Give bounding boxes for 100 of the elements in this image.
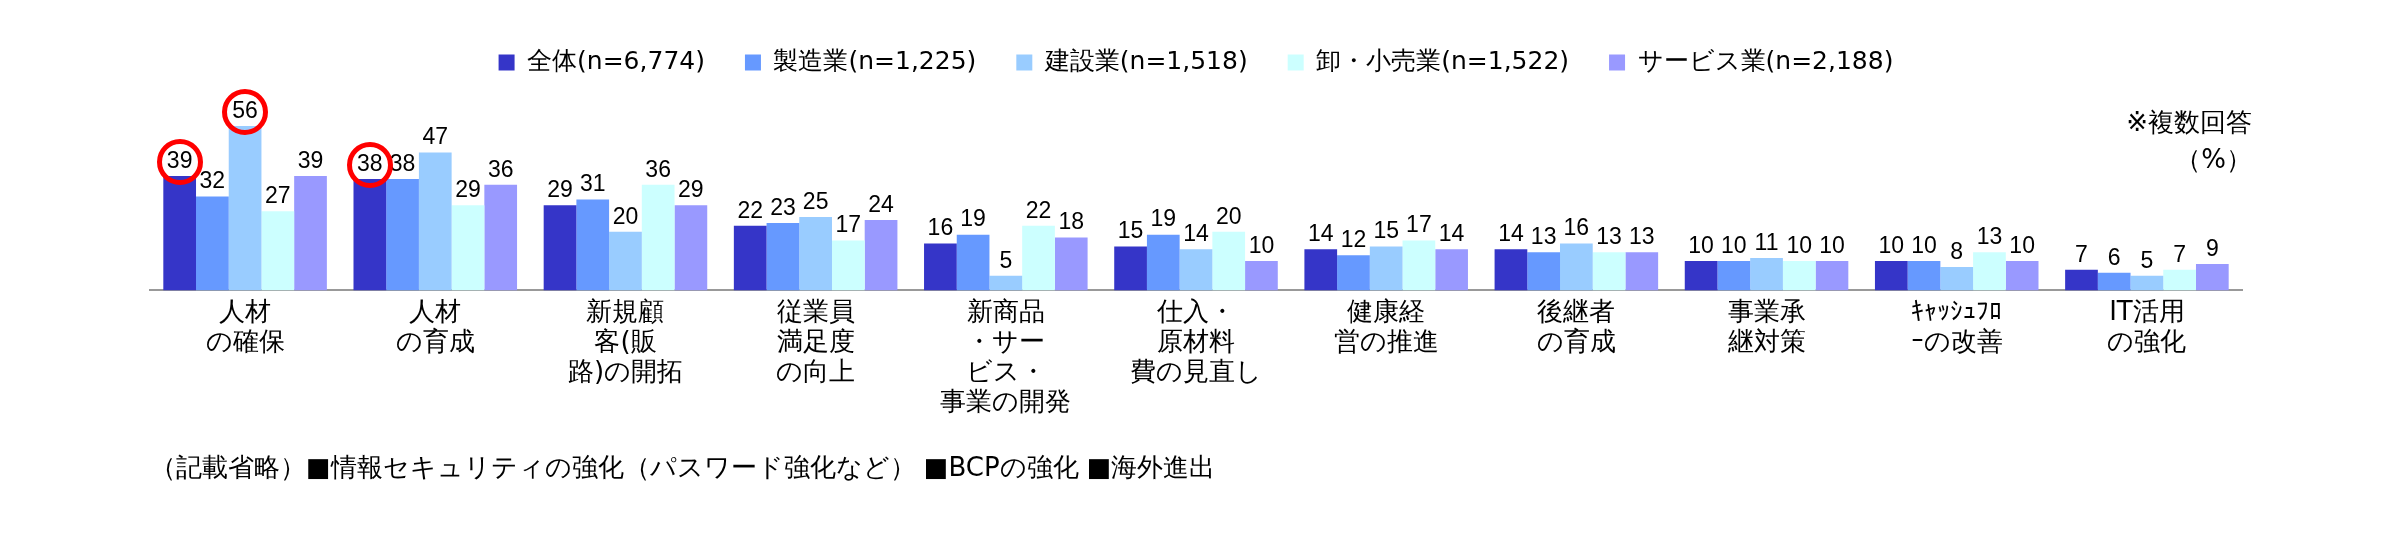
bar: [864, 219, 898, 291]
data-label: 14: [1307, 220, 1334, 247]
bar: [1494, 249, 1528, 291]
data-label: 36: [487, 155, 514, 182]
bar: [1940, 266, 1974, 291]
bar: [1402, 240, 1436, 291]
data-label: 36: [645, 155, 671, 182]
bar: [831, 240, 865, 291]
bar: [576, 199, 610, 291]
data-label: 14: [1183, 220, 1209, 247]
bar: [733, 225, 767, 291]
data-label: 7: [2173, 240, 2187, 267]
data-label: 12: [1340, 226, 1367, 253]
bar: [1560, 243, 1593, 291]
bar: [1369, 246, 1403, 291]
bar: [1815, 261, 1849, 291]
x-tick-label: IT活用の強化: [2107, 296, 2187, 356]
legend-label: 全体(n=6,774): [527, 46, 705, 75]
x-tick-label: 新商品・サービス・事業の開発: [940, 296, 1072, 416]
data-label: 20: [1215, 202, 1242, 229]
data-label: 27: [265, 182, 291, 209]
data-label: 29: [678, 176, 704, 203]
bar: [1874, 261, 1908, 291]
data-label: 15: [1373, 217, 1399, 244]
bar: [1973, 252, 2006, 291]
bar: [1435, 249, 1468, 291]
bar: [2195, 263, 2229, 291]
data-label: 9: [2205, 234, 2219, 261]
bar: [1907, 261, 1941, 291]
data-label: 10: [1819, 231, 1845, 258]
data-label: 17: [1406, 211, 1432, 238]
data-label: 10: [1688, 231, 1714, 258]
bar: [261, 211, 295, 291]
bar: [2065, 269, 2098, 291]
bar: [1592, 252, 1626, 291]
data-label: 10: [1911, 231, 1937, 258]
data-label: 10: [1786, 231, 1813, 258]
data-label: 19: [1150, 205, 1177, 232]
bar: [1782, 261, 1816, 291]
bar: [989, 275, 1023, 291]
data-label: 13: [1976, 223, 2003, 250]
data-label: 10: [1878, 231, 1905, 258]
bar: [294, 175, 327, 291]
bar: [1625, 252, 1659, 291]
data-label: 17: [835, 211, 862, 238]
bar: [543, 205, 577, 291]
data-label: 25: [802, 187, 829, 214]
data-label: 7: [2075, 240, 2088, 267]
data-label: 13: [1628, 223, 1655, 250]
data-label: 14: [1438, 220, 1465, 247]
data-label: 10: [1721, 231, 1747, 258]
data-label: 32: [199, 167, 226, 194]
bar: [1054, 237, 1088, 291]
data-label: 39: [166, 146, 193, 173]
data-label: 24: [868, 190, 895, 217]
bar: [1527, 252, 1561, 291]
bar: [1750, 258, 1783, 291]
x-tick-label: 人材の育成: [395, 296, 475, 356]
bar: [956, 234, 990, 291]
bar: [451, 205, 485, 291]
bar: [1684, 261, 1718, 291]
data-label: 38: [357, 149, 383, 176]
bar: [641, 184, 675, 291]
data-label: 20: [612, 202, 639, 229]
x-tick-label: ｷｬｯｼｭﾌﾛｰの改善: [1910, 296, 2003, 356]
bar: [1245, 261, 1278, 291]
data-label: 19: [960, 205, 986, 232]
data-label: 31: [579, 170, 606, 197]
bar: [1304, 249, 1338, 291]
x-tick-label: 仕入・原材料費の見直し: [1130, 296, 1262, 386]
annotation: ※複数回答: [2126, 106, 2252, 139]
bar: [484, 184, 518, 291]
data-label: 47: [422, 123, 449, 150]
bar: [766, 222, 800, 291]
bar: [2163, 269, 2196, 291]
text: （記載省略）■情報セキュリティの強化（パスワード強化など） ■BCPの強化 ■海外進出: [150, 451, 1216, 484]
legend-label: サービス業(n=2,188): [1637, 46, 1894, 75]
data-label: 39: [297, 146, 324, 173]
x-tick-label: 事業承継対策: [1726, 296, 1806, 356]
bar: [674, 205, 708, 291]
data-label: 16: [1563, 214, 1590, 241]
bar: [418, 152, 452, 291]
bar: [1022, 225, 1055, 291]
data-label: 18: [1058, 208, 1085, 235]
data-label: 15: [1117, 217, 1144, 244]
data-label: 13: [1530, 223, 1557, 250]
data-label: 5: [999, 246, 1013, 273]
x-tick-label: 健康経営の推進: [1333, 296, 1439, 356]
data-label: 10: [2009, 231, 2035, 258]
bar: [196, 196, 229, 291]
data-label: 11: [1754, 228, 1779, 255]
bar: [1114, 246, 1147, 291]
data-label: 29: [455, 176, 481, 203]
x-tick-label: 人材の確保: [205, 296, 285, 356]
bar: [1212, 231, 1246, 291]
bar: [609, 231, 642, 291]
data-label: 29: [547, 176, 573, 203]
bar: [1179, 249, 1213, 291]
data-label: 5: [2140, 246, 2154, 273]
legend-label: 製造業(n=1,225): [773, 46, 977, 75]
